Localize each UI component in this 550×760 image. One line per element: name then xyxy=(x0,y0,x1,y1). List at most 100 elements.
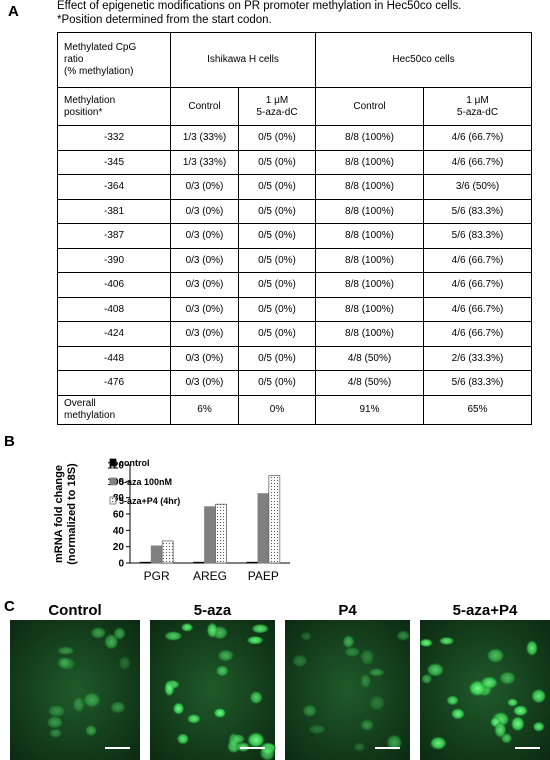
cell-nucleus xyxy=(217,649,234,662)
table-cell: 0/3 (0%) xyxy=(170,223,239,249)
cell-nucleus xyxy=(47,704,66,718)
table-cell: 0/5 (0%) xyxy=(238,223,316,249)
cell-nucleus xyxy=(532,721,545,732)
cell-nucleus xyxy=(344,646,361,658)
cell-nucleus xyxy=(164,680,175,697)
table-cell: 0/5 (0%) xyxy=(238,174,316,200)
table-cell: 91% xyxy=(315,394,424,425)
table-row: -390 0/3 (0%) 0/5 (0%) 8/8 (100%) 4/6 (66.7%… xyxy=(57,247,532,273)
cell-nucleus xyxy=(113,627,126,640)
cell-text: 1 μM xyxy=(466,94,489,106)
y-tick-label: 0 xyxy=(118,559,124,570)
x-tick-label: PGR xyxy=(144,569,170,583)
table-cell: 1/3 (33%) xyxy=(170,125,239,151)
table-cell: 0/5 (0%) xyxy=(238,198,316,224)
cell-text: Hec50co cells xyxy=(392,54,455,65)
table-cell: 1 μM 5-aza-dC xyxy=(238,87,316,126)
micrograph xyxy=(10,620,140,760)
table-cell: Overall methylation xyxy=(57,394,171,425)
cell-nucleus xyxy=(507,698,518,707)
table-row: -424 0/3 (0%) 0/5 (0%) 8/8 (100%) 4/6 (66.7%… xyxy=(57,321,532,347)
table-row: -364 0/3 (0%) 0/5 (0%) 8/8 (100%) 3/6 (50%) xyxy=(57,174,532,200)
table-row: Methylated CpG ratio (% methylation) Ishika… xyxy=(57,32,532,88)
bar xyxy=(257,493,270,564)
table-cell: 0/3 (0%) xyxy=(170,198,239,224)
table-cell: 8/8 (100%) xyxy=(315,149,424,175)
table-cell: -390 xyxy=(57,247,171,273)
cell-nucleus xyxy=(249,691,263,705)
cell-text: Control xyxy=(188,100,221,112)
table-cell: -476 xyxy=(57,370,171,396)
cell-nucleus xyxy=(49,728,62,738)
cell-nucleus xyxy=(231,733,245,744)
cell-nucleus xyxy=(396,630,410,641)
table-cell: 0/5 (0%) xyxy=(238,125,316,151)
cell-nucleus xyxy=(215,665,229,677)
cell-nucleus xyxy=(247,732,265,748)
cell-nucleus xyxy=(187,714,201,724)
legend-label: control xyxy=(119,458,150,468)
bar xyxy=(204,506,216,564)
table-cell: 0/3 (0%) xyxy=(170,345,239,371)
table-cell: 1 μM 5-aza-dC xyxy=(423,87,532,126)
cell-nucleus xyxy=(369,695,385,711)
table-cell: -408 xyxy=(57,296,171,322)
table-cell: 0/3 (0%) xyxy=(170,321,239,347)
table-cell: 8/8 (100%) xyxy=(315,296,424,322)
cell-nucleus xyxy=(426,663,444,677)
cell-nucleus xyxy=(72,696,85,713)
cell-nucleus xyxy=(353,742,366,752)
table-cell: 4/6 (66.7%) xyxy=(423,272,532,298)
cell-text: 5-aza-dC xyxy=(256,106,298,118)
table-cell: 8/8 (100%) xyxy=(315,174,424,200)
table-cell: 8/8 (100%) xyxy=(315,223,424,249)
bar-chart: 020406080100120mRNA fold change(normaliz… xyxy=(53,458,290,583)
table-cell: 0/3 (0%) xyxy=(170,370,239,396)
table-cell: 0/3 (0%) xyxy=(170,296,239,322)
cell-nucleus xyxy=(531,689,547,704)
cell-nucleus xyxy=(451,708,465,720)
cell-nucleus xyxy=(173,702,185,715)
table-row: -448 0/3 (0%) 0/5 (0%) 4/8 (50%) 2/6 (33.3%) xyxy=(57,345,532,371)
cell-nucleus xyxy=(181,623,194,632)
cell-nucleus xyxy=(421,673,433,684)
legend-swatch xyxy=(109,477,117,486)
table-row: Overall methylation 6% 0% 91% 65% xyxy=(57,394,532,425)
panel-label: A xyxy=(8,3,19,20)
cell-text: Methylated CpG xyxy=(64,42,137,53)
cell-nucleus xyxy=(486,648,505,663)
y-tick-label: 60 xyxy=(113,510,125,521)
image-label: 5-aza xyxy=(194,602,232,619)
bar xyxy=(193,561,205,564)
cell-nucleus xyxy=(308,724,326,734)
cell-nucleus xyxy=(110,701,126,714)
table-cell: 8/8 (100%) xyxy=(315,198,424,224)
table-cell: -345 xyxy=(57,149,171,175)
image-label: P4 xyxy=(338,602,357,619)
table-row: -381 0/3 (0%) 0/5 (0%) 8/8 (100%) 5/6 (83.3%… xyxy=(57,198,532,224)
cell-nucleus xyxy=(430,736,447,750)
bar xyxy=(246,561,259,564)
cell-nucleus xyxy=(259,745,275,760)
image-label: Control xyxy=(48,602,101,619)
y-axis-label: mRNA fold change xyxy=(53,465,65,563)
table-cell: 0/5 (0%) xyxy=(238,345,316,371)
table-cell: 4/6 (66.7%) xyxy=(423,296,532,322)
legend-swatch xyxy=(109,458,117,467)
cell-nucleus xyxy=(499,671,516,685)
cell-nucleus xyxy=(419,638,433,647)
y-axis-label: (normalized to 18S) xyxy=(66,463,78,565)
table-cell: 4/6 (66.7%) xyxy=(423,149,532,175)
table-cell: 0/3 (0%) xyxy=(170,247,239,273)
cell-text: 6% xyxy=(197,403,212,415)
cell-text: 1 μM xyxy=(265,94,289,106)
table-row: Methylation position* Control 1 μM 5-aza-dC C… xyxy=(57,87,532,126)
table-cell: 0/5 (0%) xyxy=(238,296,316,322)
table-cell: 4/6 (66.7%) xyxy=(423,247,532,273)
cell-text: Methylation xyxy=(64,94,116,106)
table-cell: 0/3 (0%) xyxy=(170,272,239,298)
table-title: Effect of epigenetic modifications on PR… xyxy=(57,0,462,12)
table-cell: 6% xyxy=(170,394,239,425)
bar xyxy=(268,475,281,564)
table-cell: 1/3 (33%) xyxy=(170,149,239,175)
